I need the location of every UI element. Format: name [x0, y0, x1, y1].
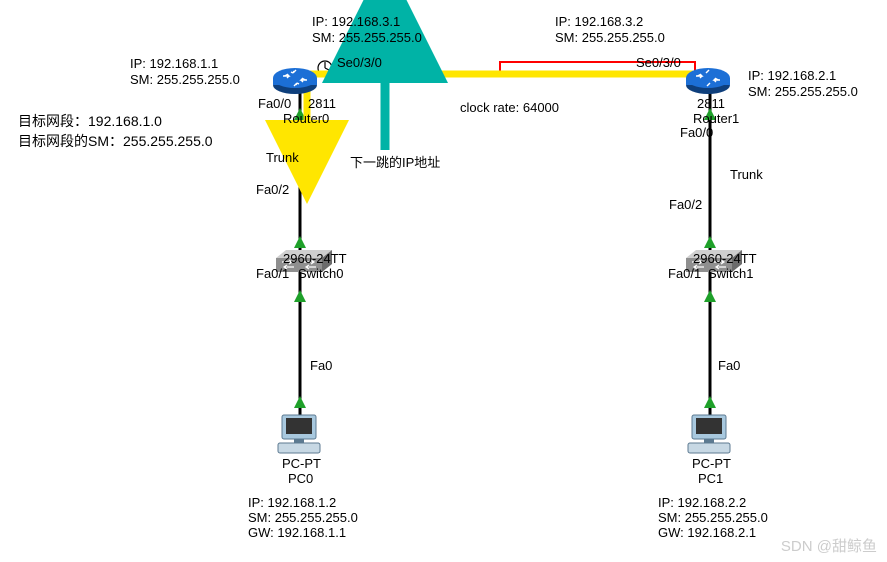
router0-icon	[273, 68, 317, 94]
clock-rate: clock rate: 64000	[460, 100, 559, 117]
if-pc1: Fa0	[718, 358, 740, 375]
if-r1-fa: Fa0/0	[680, 125, 713, 142]
if-sw1-up: Fa0/2	[669, 197, 702, 214]
dev-sw1-name: Switch1	[708, 266, 754, 283]
if-sw1-dn: Fa0/1	[668, 266, 701, 283]
r1-fa-ip: IP: 192.168.2.1	[748, 68, 836, 85]
r1-fa-sm: SM: 255.255.255.0	[748, 84, 858, 101]
r0-fa-sm: SM: 255.255.255.0	[130, 72, 240, 89]
dev-pc0-name: PC0	[288, 471, 313, 488]
dev-r0-name: Router0	[283, 111, 329, 128]
trunk0: Trunk	[266, 150, 299, 167]
r0-serial-sm: SM: 255.255.255.0	[312, 30, 422, 47]
dev-sw0-name: Switch0	[298, 266, 344, 283]
r1-serial-sm: SM: 255.255.255.0	[555, 30, 665, 47]
if-r0-se: Se0/3/0	[337, 55, 382, 72]
target-sm: 目标网段的SM：255.255.255.0	[18, 132, 213, 150]
r0-serial-ip: IP: 192.168.3.1	[312, 14, 400, 31]
next-hop: 下一跳的IP地址	[350, 155, 440, 172]
if-sw0-dn: Fa0/1	[256, 266, 289, 283]
pc1-icon	[688, 415, 730, 453]
pc1-gw: GW: 192.168.2.1	[658, 525, 756, 542]
dev-pc1-name: PC1	[698, 471, 723, 488]
r0-fa-ip: IP: 192.168.1.1	[130, 56, 218, 73]
router1-icon	[686, 68, 730, 94]
r1-serial-ip: IP: 192.168.3.2	[555, 14, 643, 31]
if-r1-se: Se0/3/0	[636, 55, 681, 72]
if-pc0: Fa0	[310, 358, 332, 375]
pc0-icon	[278, 415, 320, 453]
diagram-canvas: IP: 192.168.3.1 SM: 255.255.255.0 IP: 19…	[0, 0, 887, 562]
target-net: 目标网段：192.168.1.0	[18, 112, 162, 130]
if-sw0-up: Fa0/2	[256, 182, 289, 199]
pc0-gw: GW: 192.168.1.1	[248, 525, 346, 542]
watermark: SDN @甜鲸鱼	[781, 535, 877, 556]
trunk1: Trunk	[730, 167, 763, 184]
